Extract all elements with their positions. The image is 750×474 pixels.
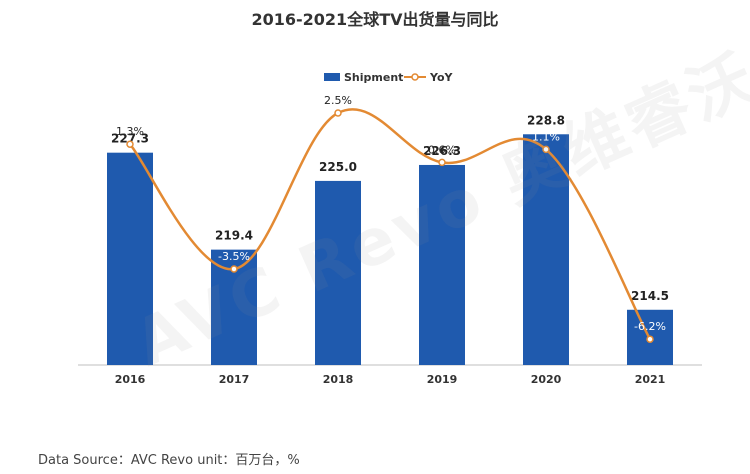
bar-label-2020: 228.8 bbox=[527, 113, 565, 127]
bars bbox=[107, 134, 673, 365]
legend: Shipment YoY bbox=[324, 71, 454, 84]
yoy-label-2018: 2.5% bbox=[324, 94, 352, 107]
yoy-label-2016: 1.3% bbox=[116, 125, 144, 138]
legend-label-shipment: Shipment bbox=[344, 71, 403, 84]
bar-label-2019: 226.3 bbox=[423, 144, 461, 158]
yoy-label-2017: -3.5% bbox=[218, 250, 250, 263]
bar-labels: 227.3 219.4 225.0 226.3 228.8 214.5 bbox=[111, 113, 669, 303]
x-tick-2018: 2018 bbox=[323, 373, 354, 386]
yoy-point-2017 bbox=[230, 265, 238, 273]
bar-2020 bbox=[523, 134, 569, 365]
yoy-point-2020 bbox=[542, 145, 550, 154]
bar-label-2016: 227.3 bbox=[111, 132, 149, 146]
bar-2019 bbox=[419, 164, 465, 365]
legend-swatch-shipment bbox=[324, 73, 340, 81]
bar-2018 bbox=[315, 180, 361, 365]
bar-label-2021: 214.5 bbox=[631, 289, 669, 303]
data-source: Data Source：AVC Revo unit：百万台，% bbox=[38, 449, 300, 468]
yoy-label-2020: 1.1% bbox=[532, 130, 560, 143]
yoy-line: 1.3% -3.5% 2.5% 0.6% 1.1% -6.2% bbox=[116, 94, 666, 343]
data-source-text: Data Source：AVC Revo unit：百万台，% bbox=[38, 453, 300, 468]
legend-label-yoy: YoY bbox=[429, 71, 454, 84]
bar-2016 bbox=[107, 152, 153, 365]
chart-title: 2016-2021全球TV出货量与同比 bbox=[251, 10, 499, 29]
yoy-point-2018 bbox=[334, 109, 342, 117]
x-tick-labels: 2016 2017 2018 2019 2020 2021 bbox=[115, 373, 666, 386]
bar-label-2017: 219.4 bbox=[215, 229, 253, 243]
yoy-label-2021: -6.2% bbox=[634, 320, 666, 333]
bar-label-2018: 225.0 bbox=[319, 160, 357, 174]
yoy-line-path bbox=[129, 108, 652, 340]
x-tick-2019: 2019 bbox=[427, 373, 458, 386]
yoy-point-2019 bbox=[438, 158, 446, 167]
x-tick-2016: 2016 bbox=[115, 373, 146, 386]
x-tick-2017: 2017 bbox=[219, 373, 250, 386]
x-tick-2021: 2021 bbox=[635, 373, 666, 386]
yoy-label-2019: 0.6% bbox=[428, 143, 456, 156]
yoy-point-2016 bbox=[126, 140, 134, 148]
legend-marker-yoy bbox=[411, 73, 419, 81]
yoy-point-2021 bbox=[646, 335, 654, 343]
x-tick-2020: 2020 bbox=[531, 373, 562, 386]
